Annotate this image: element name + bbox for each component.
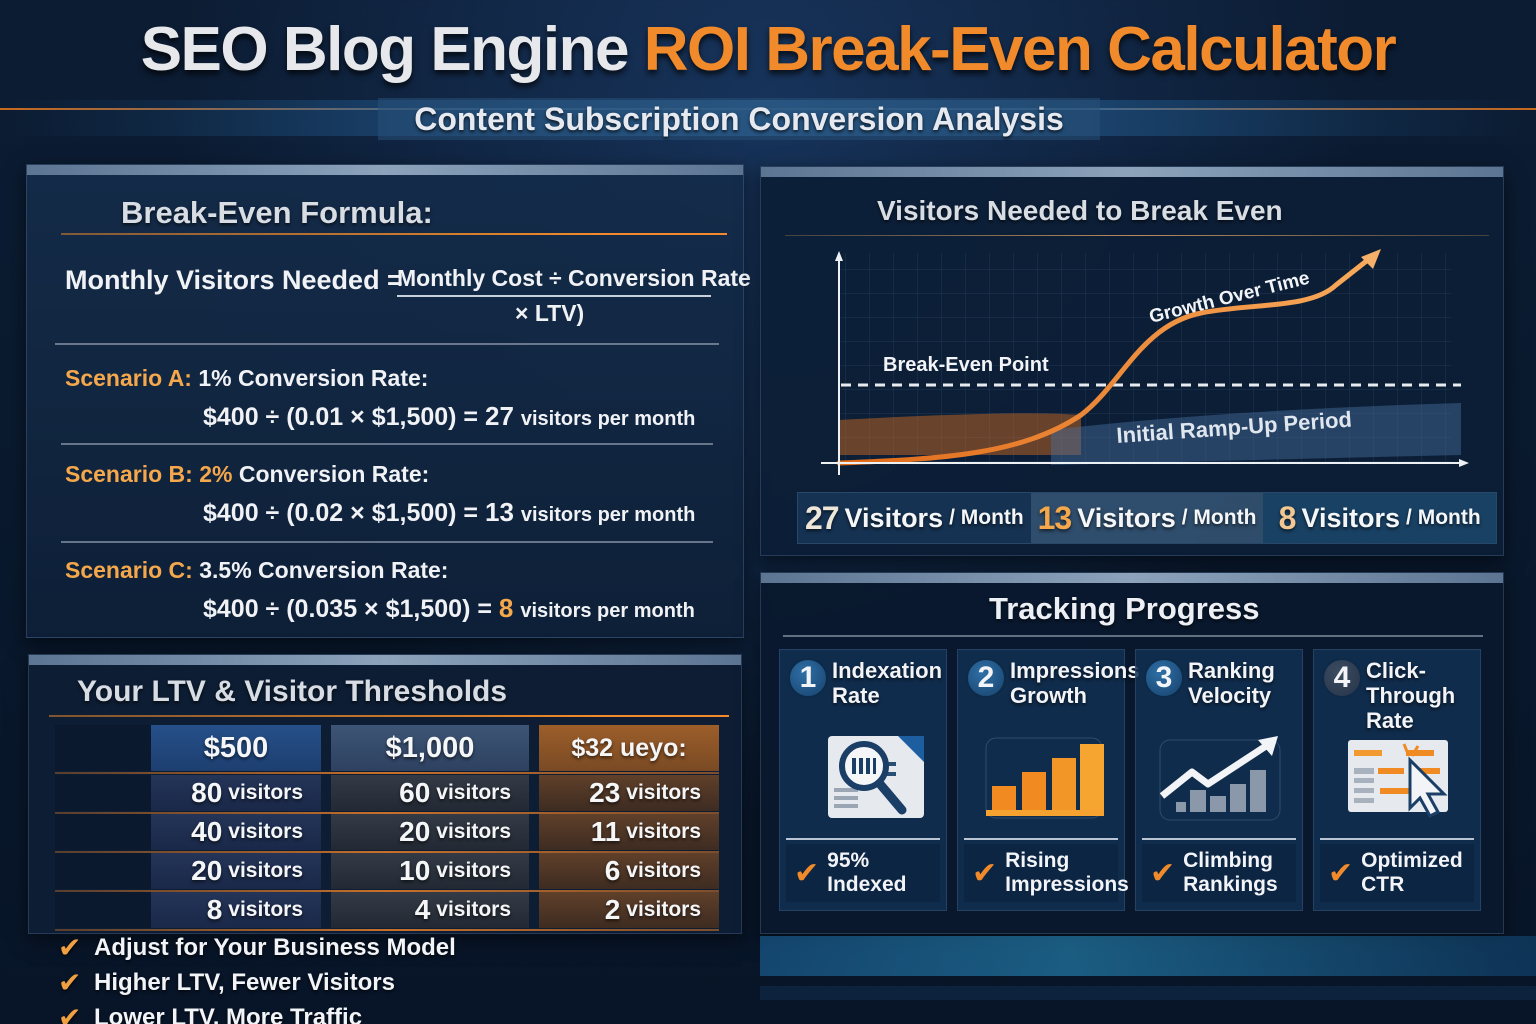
table-cell: 20 visitors [331, 814, 529, 850]
panel-header-bar [27, 165, 743, 175]
table-row: 20 visitors 10 visitors 6 visitors [55, 853, 719, 889]
document-search-icon [828, 736, 924, 818]
divider [61, 541, 713, 543]
growth-arrowhead [1361, 249, 1381, 269]
thresholds-panel: Your LTV & Visitor Thresholds $500 $1,00… [28, 654, 742, 934]
formula-heading: Break-Even Formula: [121, 195, 433, 230]
step-number: 2 [966, 658, 1006, 698]
scenario-a-heading: Scenario A: 1% Conversion Rate: [65, 365, 429, 391]
panel-header-bar [761, 167, 1503, 177]
decorative-band [760, 986, 1536, 1000]
column-header: $500 [151, 725, 321, 771]
row-divider [55, 812, 719, 814]
tracking-card-ctr: 4 Click-Through Rate ✔ Optimized CTR [1313, 649, 1481, 911]
scenario-a-calc: $400 ÷ (0.01 × $1,500) = 27 visitors per… [203, 401, 696, 431]
list-item: ✔ Higher LTV, Fewer Visitors [58, 967, 395, 998]
column-header: $1,000 [331, 725, 529, 771]
stat-scenario-b: 13 Visitors / Month [1030, 493, 1264, 543]
checkmark-icon: ✔ [1328, 856, 1354, 890]
panel-header-bar [761, 573, 1503, 583]
formula-label: Monthly Visitors Needed = [65, 265, 403, 295]
break-even-label: Break-Even Point [883, 354, 1049, 376]
row-divider [55, 890, 719, 892]
scenario-c-result: 8 [498, 593, 514, 623]
scenario-b-result: 13 [485, 497, 514, 527]
chart-heading: Visitors Needed to Break Even [877, 195, 1283, 226]
status-text: Climbing Rankings [1183, 849, 1278, 896]
trend-up-icon [1159, 736, 1281, 821]
list-item: ✔ Lower LTV, More Traffic [58, 1000, 456, 1024]
page-title: SEO Blog Engine ROI Break-Even Calculato… [0, 14, 1536, 85]
formula-panel: Break-Even Formula: Monthly Visitors Nee… [26, 164, 751, 638]
table-cell: 6 visitors [539, 853, 719, 889]
table-cell: 23 visitors [539, 775, 719, 811]
growth-curve [836, 256, 1372, 466]
table-cell: 8 visitors [151, 892, 321, 928]
step-number: 1 [788, 658, 828, 698]
ramp-up-blue-band [1051, 403, 1461, 465]
tracking-panel: Tracking Progress 1 Indexation Rate ✔ 95% I… [760, 572, 1504, 934]
break-even-chart: Initial Ramp-Up Period Break-Even Point … [821, 249, 1469, 475]
table-row: 40 visitors 20 visitors 11 visitors [55, 814, 719, 850]
row-divider [55, 851, 719, 853]
heading-rule [49, 715, 729, 717]
row-divider [55, 772, 719, 774]
step-number: 3 [1144, 658, 1184, 698]
divider [55, 343, 719, 345]
checkmark-icon: ✔ [794, 856, 820, 890]
scenario-a-result: 27 [485, 401, 514, 431]
formula-numerator: Monthly Cost ÷ Conversion Rate [397, 265, 751, 297]
bar-chart-icon [985, 737, 1104, 819]
chart-grid [841, 253, 1451, 465]
table-cell: 40 visitors [151, 814, 321, 850]
checkmark-icon: ✔ [58, 967, 82, 998]
takeaways-list: ✔ Adjust for Your Business Model ✔ Higher … [58, 930, 456, 1024]
table-cell: 4 visitors [331, 892, 529, 928]
status-text: 95% Indexed [827, 849, 907, 896]
panel-header-bar [29, 655, 741, 665]
break-even-chart-panel: Visitors Needed to Break Even Initial Ra… [760, 166, 1504, 556]
formula-denominator: × LTV) [515, 300, 585, 326]
table-cell: 80 visitors [151, 775, 321, 811]
decorative-band [760, 936, 1536, 976]
heading-rule [785, 235, 1489, 236]
stat-scenario-c: 8 Visitors / Month [1263, 493, 1497, 543]
tracking-card-impressions: 2 Impressions Growth ✔ Rising Impressions [957, 649, 1140, 911]
list-item: ✔ Adjust for Your Business Model [58, 932, 456, 963]
table-cell: 60 visitors [331, 775, 529, 811]
table-cell: 20 visitors [151, 853, 321, 889]
break-even-stats: 27 Visitors / Month 13 Visitors / Month 8 Vis… [797, 492, 1497, 544]
table-cell: 2 visitors [539, 892, 719, 928]
stat-scenario-a: 27 Visitors / Month [804, 499, 1024, 536]
title-part-2: ROI Break-Even Calculator [643, 15, 1397, 84]
checkmark-icon: ✔ [972, 856, 998, 890]
row-divider [55, 929, 719, 931]
checkmark-icon: ✔ [1150, 856, 1176, 890]
scenario-b-heading: Scenario B: 2% Conversion Rate: [65, 461, 430, 487]
table-header: $500 $1,000 $32 ueyo: [55, 725, 719, 771]
table-row: 80 visitors 60 visitors 23 visitors [55, 775, 719, 811]
status-text: Rising Impressions [1005, 849, 1129, 896]
tracking-card-ranking: 3 Ranking Velocity ✔ Climbing Rankings [1135, 649, 1303, 911]
title-part-1: SEO Blog Engine [140, 15, 630, 84]
divider [61, 443, 713, 445]
scenario-c-heading: Scenario C: 3.5% Conversion Rate: [65, 557, 449, 583]
tracking-heading: Tracking Progress [989, 591, 1260, 626]
tracking-card-indexation: 1 Indexation Rate ✔ 95% Indexed [779, 649, 947, 911]
page-subtitle: Content Subscription Conversion Analysis [378, 98, 1100, 140]
scenario-b-calc: $400 ÷ (0.02 × $1,500) = 13 visitors per… [203, 497, 696, 527]
heading-rule [61, 233, 727, 235]
table-row: 8 visitors 4 visitors 2 visitors [55, 892, 719, 928]
checkmark-icon: ✔ [58, 932, 82, 963]
thresholds-heading: Your LTV & Visitor Thresholds [77, 675, 508, 708]
status-text: Optimized CTR [1361, 849, 1463, 896]
table-cell: 10 visitors [331, 853, 529, 889]
heading-rule [783, 635, 1483, 637]
step-number: 4 [1322, 658, 1362, 698]
cursor-click-icon [1348, 740, 1448, 818]
scenario-c-calc: $400 ÷ (0.035 × $1,500) = 8 visitors per… [203, 593, 695, 623]
column-header: $32 ueyo: [539, 725, 719, 771]
checkmark-icon: ✔ [58, 1002, 82, 1024]
table-cell: 11 visitors [539, 814, 719, 850]
